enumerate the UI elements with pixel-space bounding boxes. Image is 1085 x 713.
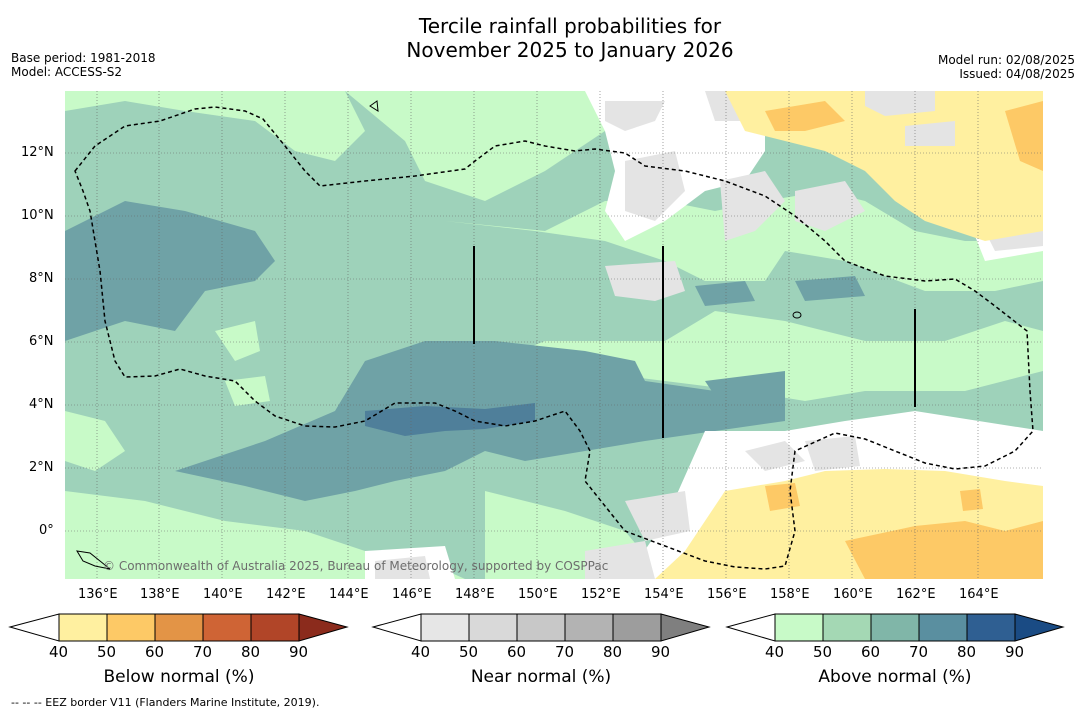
- model-run-info: Model run: 02/08/2025 Issued: 04/08/2025: [938, 53, 1075, 81]
- colorbar-above-normal-title: Above normal (%): [818, 667, 972, 687]
- map-svg: [65, 91, 1043, 579]
- lat-label-10n: 10°N: [21, 208, 54, 223]
- colorbar-below-normal: [8, 613, 349, 642]
- cb2-seg-3: [565, 614, 613, 641]
- cb1-seg-0: [59, 614, 107, 641]
- cb1-under-arrow: [8, 613, 60, 642]
- cb1-seg-4: [251, 614, 299, 641]
- cb2-tick-40: 40: [411, 643, 431, 661]
- map-title: Tercile rainfall probabilities for Novem…: [270, 14, 870, 62]
- cb2-tick-60: 60: [507, 643, 527, 661]
- lat-label-4n: 4°N: [29, 397, 54, 412]
- cb3-over-arrow: [1014, 613, 1065, 642]
- cb3-seg-4: [967, 614, 1015, 641]
- copyright-notice: © Commonwealth of Australia 2025, Bureau…: [103, 559, 609, 573]
- cb1-tick-50: 50: [97, 643, 117, 661]
- lon-label-146e: 146°E: [392, 587, 432, 602]
- cb2-under-arrow: [371, 613, 422, 642]
- cb1-tick-80: 80: [241, 643, 261, 661]
- lat-label-0: 0°: [39, 523, 54, 538]
- colorbars-svg: [8, 613, 1065, 642]
- lon-label-160e: 160°E: [833, 587, 873, 602]
- cb1-tick-40: 40: [49, 643, 69, 661]
- colorbar-above-normal: [725, 613, 1065, 642]
- lat-label-8n: 8°N: [29, 271, 54, 286]
- model-run: Model run: 02/08/2025: [937, 53, 1075, 67]
- lon-label-138e: 138°E: [140, 587, 180, 602]
- cb2-over-arrow: [660, 613, 711, 642]
- lon-label-158e: 158°E: [770, 587, 810, 602]
- lon-label-140e: 140°E: [203, 587, 243, 602]
- lat-label-6n: 6°N: [29, 334, 54, 349]
- lon-label-136e: 136°E: [78, 587, 118, 602]
- colorbar-near-normal: [371, 613, 711, 642]
- base-period-info: Base period: 1981-2018 Model: ACCESS-S2: [11, 51, 156, 79]
- map-gridlines: [65, 91, 1043, 579]
- issued-date: Issued: 04/08/2025: [959, 67, 1075, 81]
- cb3-tick-70: 70: [909, 643, 929, 661]
- cb3-tick-80: 80: [957, 643, 977, 661]
- lon-label-144e: 144°E: [329, 587, 369, 602]
- base-period: Base period: 1981-2018: [11, 51, 156, 65]
- cb1-over-arrow: [298, 613, 349, 642]
- rainfall-probability-map: [65, 91, 1043, 579]
- above-normal-40-regions: [65, 91, 1043, 579]
- cb2-tick-70: 70: [555, 643, 575, 661]
- islands: [76, 100, 802, 570]
- lon-label-142e: 142°E: [266, 587, 306, 602]
- cb1-tick-70: 70: [193, 643, 213, 661]
- lat-label-12n: 12°N: [21, 145, 54, 160]
- cb1-tick-90: 90: [289, 643, 309, 661]
- eez-border: [74, 106, 1034, 570]
- cb3-tick-50: 50: [813, 643, 833, 661]
- eez-spur-lines: [473, 246, 916, 438]
- cb1-seg-1: [107, 614, 155, 641]
- cb2-seg-2: [517, 614, 565, 641]
- cb2-seg-1: [469, 614, 517, 641]
- cb2-tick-90: 90: [651, 643, 671, 661]
- colorbar-near-normal-title: Near normal (%): [470, 667, 612, 687]
- cb3-tick-40: 40: [765, 643, 785, 661]
- lon-label-152e: 152°E: [581, 587, 621, 602]
- colorbar-below-normal-title: Below normal (%): [103, 667, 255, 687]
- title-line-1: Tercile rainfall probabilities for: [418, 14, 722, 38]
- cb2-tick-80: 80: [603, 643, 623, 661]
- cb1-seg-2: [155, 614, 203, 641]
- cb2-seg-0: [421, 614, 469, 641]
- cb2-tick-50: 50: [459, 643, 479, 661]
- cb3-tick-90: 90: [1005, 643, 1025, 661]
- lon-label-148e: 148°E: [455, 587, 495, 602]
- lon-label-156e: 156°E: [707, 587, 747, 602]
- cb3-seg-3: [919, 614, 967, 641]
- model-name: Model: ACCESS-S2: [11, 65, 123, 79]
- cb3-seg-2: [871, 614, 919, 641]
- cb3-under-arrow: [725, 613, 776, 642]
- cb3-seg-0: [775, 614, 823, 641]
- cb2-seg-4: [613, 614, 661, 641]
- cb1-tick-60: 60: [145, 643, 165, 661]
- eez-footnote: -- -- -- EEZ border V11 (Flanders Marine…: [11, 696, 320, 709]
- cb3-tick-60: 60: [861, 643, 881, 661]
- lon-label-162e: 162°E: [896, 587, 936, 602]
- lon-label-154e: 154°E: [644, 587, 684, 602]
- lon-label-150e: 150°E: [518, 587, 558, 602]
- title-line-2: November 2025 to January 2026: [406, 38, 734, 62]
- cb1-seg-3: [203, 614, 251, 641]
- lon-label-164e: 164°E: [959, 587, 999, 602]
- lat-label-2n: 2°N: [29, 460, 54, 475]
- cb3-seg-1: [823, 614, 871, 641]
- below-normal-regions: [655, 91, 1043, 579]
- above-normal-70-regions: [365, 403, 535, 436]
